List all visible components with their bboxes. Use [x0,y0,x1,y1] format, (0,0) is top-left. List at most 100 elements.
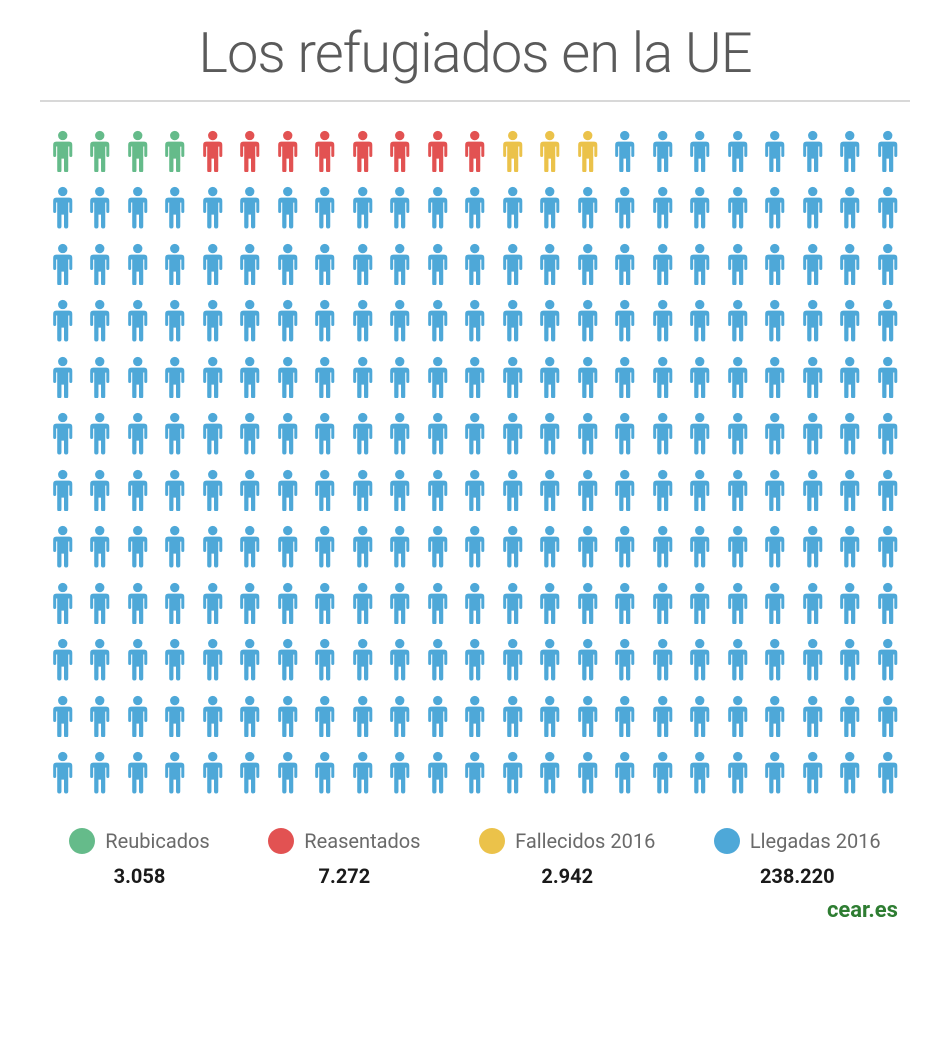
person-icon [312,582,337,624]
person-icon [87,299,112,341]
person-icon [650,695,675,737]
person-icon [500,412,525,454]
person-icon [275,525,300,567]
person-icon [387,130,412,172]
person-icon [537,243,562,285]
person-icon [462,695,487,737]
legend-value: 3.058 [114,864,166,888]
person-icon [500,638,525,680]
person-icon [650,525,675,567]
person-icon [612,751,637,793]
person-icon [200,243,225,285]
person-icon [762,751,787,793]
person-icon [50,130,75,172]
person-icon [50,469,75,511]
person-icon [275,638,300,680]
person-icon [762,130,787,172]
person-icon [125,243,150,285]
person-icon [162,695,187,737]
person-icon [687,130,712,172]
person-icon [162,299,187,341]
person-icon [275,751,300,793]
person-icon [575,525,600,567]
person-icon [425,243,450,285]
person-icon [875,751,900,793]
person-icon [687,695,712,737]
person-icon [537,130,562,172]
person-icon [200,638,225,680]
person-icon [725,751,750,793]
person-icon [650,469,675,511]
person-icon [237,356,262,398]
person-icon [800,469,825,511]
person-icon [612,469,637,511]
person-icon [800,356,825,398]
person-icon [200,299,225,341]
person-icon [575,582,600,624]
person-icon [425,469,450,511]
person-icon [237,412,262,454]
person-icon [575,243,600,285]
person-icon [350,469,375,511]
person-icon [87,695,112,737]
person-icon [200,582,225,624]
person-icon [500,299,525,341]
legend-item: Reasentados 7.272 [268,828,420,888]
person-icon [762,525,787,567]
person-icon [837,130,862,172]
person-icon [87,243,112,285]
person-icon [687,356,712,398]
person-icon [387,638,412,680]
person-icon [725,469,750,511]
person-icon [575,299,600,341]
person-icon [612,412,637,454]
person-icon [725,525,750,567]
person-icon [687,582,712,624]
person-icon [537,356,562,398]
person-icon [275,186,300,228]
page-title: Los refugiados en la UE [30,20,920,86]
legend-value: 2.942 [541,864,593,888]
title-divider [40,100,910,102]
person-icon [800,695,825,737]
person-icon [650,130,675,172]
person-icon [650,186,675,228]
person-icon [612,582,637,624]
person-icon [612,130,637,172]
person-icon [162,356,187,398]
person-icon [650,243,675,285]
person-icon [462,299,487,341]
person-icon [200,356,225,398]
person-icon [387,751,412,793]
person-icon [612,638,637,680]
person-icon [762,356,787,398]
person-icon [575,638,600,680]
person-icon [575,695,600,737]
person-icon [312,469,337,511]
person-icon [575,356,600,398]
person-icon [200,751,225,793]
person-icon [237,469,262,511]
person-icon [537,412,562,454]
person-icon [762,469,787,511]
person-icon [537,638,562,680]
person-icon [387,525,412,567]
person-icon [837,243,862,285]
person-icon [462,186,487,228]
person-icon [800,412,825,454]
legend: Reubicados 3.058 Reasentados 7.272 Falle… [30,828,920,888]
person-icon [162,525,187,567]
person-icon [275,469,300,511]
person-icon [350,638,375,680]
person-icon [237,243,262,285]
person-icon [275,243,300,285]
person-icon [162,186,187,228]
person-icon [575,130,600,172]
person-icon [275,356,300,398]
person-icon [800,638,825,680]
person-icon [762,412,787,454]
person-icon [275,299,300,341]
person-icon [425,412,450,454]
person-icon [575,751,600,793]
person-icon [200,186,225,228]
